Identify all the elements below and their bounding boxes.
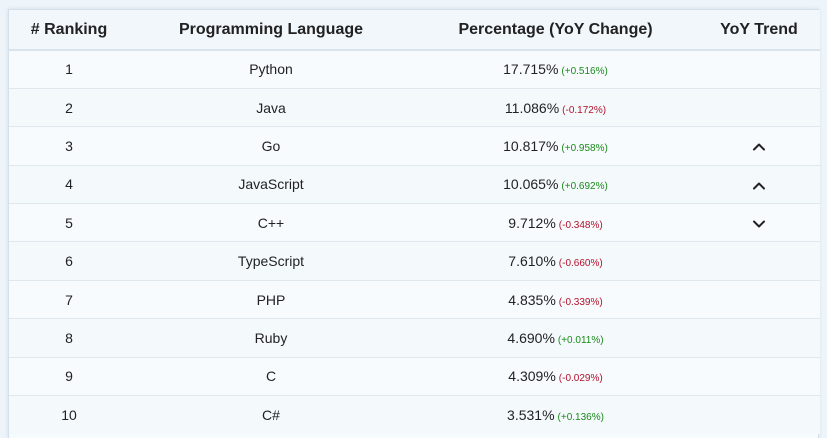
percentage-cell: 4.309% (-0.029%) — [413, 357, 698, 395]
language-cell: Python — [249, 61, 293, 78]
trend-cell — [698, 165, 820, 203]
table-row: 1 Python 17.715% (+0.516%) — [9, 50, 820, 89]
percentage-value: 11.086% — [504, 99, 560, 116]
yoy-change-value: (+0.136%) — [557, 411, 604, 423]
rank-cell: 4 — [65, 176, 73, 193]
table-header-row: # Ranking Programming Language Percentag… — [9, 10, 820, 51]
percentage-value: 7.610% — [508, 253, 556, 270]
rank-cell: 9 — [65, 368, 73, 385]
rank-cell: 10 — [61, 406, 77, 423]
percentage-value: 10.817% — [503, 137, 559, 154]
percentage-value: 4.835% — [508, 291, 556, 308]
percentage-cell: 4.835% (-0.339%) — [413, 280, 698, 318]
percentage-value: 4.690% — [507, 329, 555, 346]
percentage-value: 10.065% — [503, 176, 559, 193]
language-cell: Go — [261, 137, 281, 154]
rank-cell: 5 — [65, 214, 73, 231]
language-cell: JavaScript — [238, 176, 304, 193]
language-cell: C++ — [257, 214, 285, 231]
language-cell: PHP — [256, 291, 286, 308]
yoy-change-value: (+0.011%) — [557, 334, 604, 346]
rank-cell: 1 — [65, 61, 73, 78]
table-row: 3 Go 10.817% (+0.958%) — [9, 126, 820, 166]
trend-cell — [698, 127, 820, 165]
percentage-cell: 4.690% (+0.011%) — [413, 319, 698, 357]
percentage-value: 3.531% — [507, 406, 555, 423]
trend-cell — [698, 88, 820, 126]
percentage-cell: 3.531% (+0.136%) — [413, 396, 698, 434]
yoy-change-value: (+0.958%) — [561, 142, 608, 154]
header-ranking[interactable]: # Ranking — [9, 10, 129, 51]
percentage-cell: 17.715% (+0.516%) — [413, 50, 698, 88]
language-cell: TypeScript — [237, 253, 305, 270]
trend-cell — [698, 396, 820, 434]
yoy-change-value: (-0.172%) — [562, 104, 607, 116]
table-row: 6 TypeScript 7.610% (-0.660%) — [9, 241, 820, 281]
language-cell: C — [265, 368, 277, 385]
percentage-cell: 9.712% (-0.348%) — [413, 204, 698, 242]
yoy-change-value: (+0.692%) — [561, 181, 608, 193]
yoy-change-value: (-0.339%) — [558, 296, 603, 308]
language-cell: Java — [256, 99, 286, 116]
table-row: 2 Java 11.086% (-0.172%) — [9, 88, 820, 127]
table-row: 7 PHP 4.835% (-0.339%) — [9, 280, 820, 319]
rank-cell: 2 — [65, 99, 73, 116]
rank-cell: 8 — [65, 329, 73, 346]
trend-cell — [698, 242, 820, 280]
rank-cell: 3 — [65, 137, 73, 154]
trend-cell — [698, 357, 820, 395]
table-row: 5 C++ 9.712% (-0.348%) — [9, 203, 820, 242]
percentage-value: 4.309% — [508, 368, 556, 385]
yoy-change-value: (-0.029%) — [558, 373, 603, 385]
chevron-up-icon — [752, 140, 766, 154]
language-ranking-table: # Ranking Programming Language Percentag… — [9, 10, 820, 434]
yoy-change-value: (+0.516%) — [561, 66, 608, 78]
table-row: 9 C 4.309% (-0.029%) — [9, 357, 820, 396]
header-trend[interactable]: YoY Trend — [698, 10, 820, 51]
percentage-cell: 10.817% (+0.958%) — [413, 127, 698, 165]
yoy-change-value: (-0.660%) — [558, 258, 603, 270]
rank-cell: 7 — [65, 291, 73, 308]
table-body: 1 Python 17.715% (+0.516%) 2 Java 11.086% (-0.1… — [9, 50, 820, 434]
table-row: 4 JavaScript 10.065% (+0.692%) — [9, 165, 820, 204]
rank-cell: 6 — [65, 253, 73, 270]
trend-cell — [698, 50, 820, 88]
header-percentage[interactable]: Percentage (YoY Change) — [413, 10, 698, 51]
language-cell: C# — [262, 406, 280, 423]
yoy-change-value: (-0.348%) — [558, 219, 603, 231]
table-row: 10 C# 3.531% (+0.136%) — [9, 395, 820, 434]
table-row: 8 Ruby 4.690% (+0.011%) — [9, 318, 820, 358]
trend-cell — [698, 319, 820, 357]
ranking-table-container: # Ranking Programming Language Percentag… — [8, 9, 820, 438]
percentage-value: 9.712% — [508, 214, 556, 231]
trend-cell — [698, 204, 820, 242]
percentage-value: 17.715% — [503, 61, 559, 78]
percentage-cell: 10.065% (+0.692%) — [413, 165, 698, 203]
trend-cell — [698, 280, 820, 318]
percentage-cell: 11.086% (-0.172%) — [413, 88, 698, 126]
language-cell: Ruby — [254, 329, 288, 346]
header-language[interactable]: Programming Language — [129, 10, 413, 51]
percentage-cell: 7.610% (-0.660%) — [413, 242, 698, 280]
chevron-down-icon — [752, 217, 766, 231]
chevron-up-icon — [752, 179, 766, 193]
